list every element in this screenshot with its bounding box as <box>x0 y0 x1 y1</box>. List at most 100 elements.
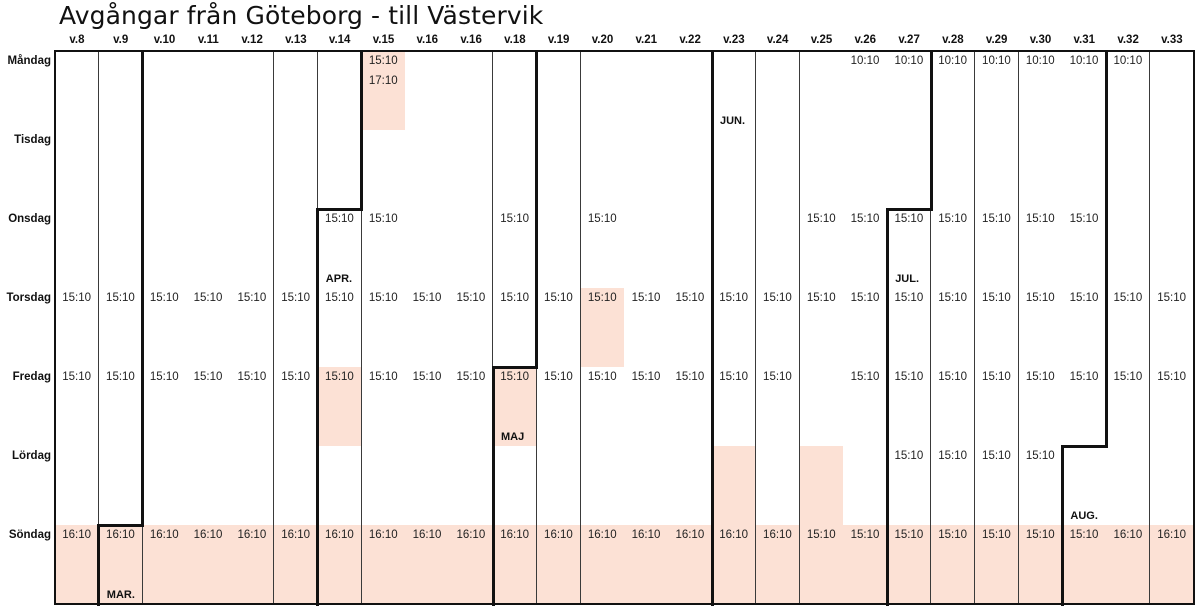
departure-time: 15:10 <box>894 450 924 462</box>
departure-time: 15:10 <box>850 292 880 304</box>
timetable-cell <box>98 130 144 210</box>
departure-time: 16:10 <box>62 529 92 541</box>
departure-time: 15:10 <box>368 213 398 225</box>
departure-time: 15:10 <box>500 292 530 304</box>
day-label: Onsdag <box>8 213 51 225</box>
timetable-cell <box>712 209 757 289</box>
timetable-cell <box>142 209 187 289</box>
departure-time: 15:10 <box>675 371 705 383</box>
week-header: v.21 <box>635 34 658 46</box>
departure-time: 15:10 <box>806 529 836 541</box>
timetable-cell <box>493 446 538 526</box>
timetable-cell: 16:10 <box>55 525 100 605</box>
timetable-cell: 15:10 <box>536 288 582 368</box>
departure-time: 15:10 <box>938 450 968 462</box>
timetable-cell: 15:10 <box>405 367 450 447</box>
departure-time: 15:10 <box>894 529 924 541</box>
timetable-cell: 15:10 <box>230 367 275 447</box>
timetable-cell <box>317 446 363 526</box>
timetable-cell <box>142 51 187 131</box>
departure-time: 16:10 <box>456 529 486 541</box>
timetable-cell: 15:10 <box>931 525 976 605</box>
timetable-cell: JUN. <box>712 51 757 131</box>
timetable-cell <box>580 446 625 526</box>
timetable-cell <box>931 130 976 210</box>
timetable-cell <box>98 446 144 526</box>
timetable-cell: 16:10 <box>186 525 231 605</box>
week-header: v.27 <box>898 34 920 46</box>
timetable-cell: 15:10 <box>186 367 231 447</box>
timetable-cell: 15:10 <box>974 367 1020 447</box>
month-label: JUN. <box>720 114 746 127</box>
timetable-cell <box>98 51 144 131</box>
timetable-cell: 15:10 <box>317 367 363 447</box>
week-header: v.20 <box>591 34 614 46</box>
timetable-cell <box>405 130 450 210</box>
timetable-cell <box>361 446 406 526</box>
timetable-cell <box>55 51 100 131</box>
timetable-cell: 15:10 <box>405 288 450 368</box>
timetable-cell <box>843 446 888 526</box>
timetable-cell: 16:10 <box>536 525 582 605</box>
departure-time: 15:10 <box>106 371 135 383</box>
timetable-cell <box>1018 130 1063 210</box>
timetable-cell: 10:10 <box>1106 51 1151 131</box>
timetable-cell: 15:10 <box>1062 209 1107 289</box>
timetable-cell <box>55 446 100 526</box>
timetable-cell: 15:10 <box>1150 367 1195 447</box>
timetable-cell: 15:10 <box>1150 288 1195 368</box>
week-header: v.26 <box>854 34 877 46</box>
timetable-cell: 15:10 <box>974 525 1020 605</box>
departure-time: 16:10 <box>675 529 705 541</box>
departure-time: 15:10 <box>1069 292 1099 304</box>
month-label: MAR. <box>106 588 135 601</box>
timetable-cell: 15:10 <box>974 209 1020 289</box>
timetable-cell: 15:10 <box>580 367 625 447</box>
week-header: v.8 <box>69 34 85 46</box>
timetable-cell: 15:10 <box>931 209 976 289</box>
timetable-cell: 15:10 <box>1106 288 1151 368</box>
departure-time: 15:10 <box>325 213 354 225</box>
timetable-cell <box>712 446 757 526</box>
departure-time: 15:10 <box>1157 292 1187 304</box>
timetable-cell <box>186 51 231 131</box>
departure-time: 15:10 <box>1025 450 1055 462</box>
timetable-cell: 15:10 <box>1062 288 1107 368</box>
departure-time: 16:10 <box>500 529 530 541</box>
timetable-cell <box>1150 130 1195 210</box>
timetable-cell: 15:10 MAJ <box>493 367 538 447</box>
timetable-cell: 15:10 <box>887 367 932 447</box>
timetable-cell: 15:10 <box>361 367 406 447</box>
timetable-cell <box>405 51 450 131</box>
week-header: v.16 <box>460 34 482 46</box>
timetable-cell: 15:10 <box>799 209 844 289</box>
timetable-cell: 16:10 <box>624 525 669 605</box>
departure-time: 16:10 <box>587 529 617 541</box>
timetable-cell: 15:10 <box>493 288 538 368</box>
departure-time: 15:10 <box>500 213 530 225</box>
timetable-cell <box>142 446 187 526</box>
timetable-cell <box>274 209 319 289</box>
timetable-cell: 15:10 <box>843 367 888 447</box>
timetable-cell: 15:10 <box>274 367 319 447</box>
departure-time: 10:10 <box>850 55 880 67</box>
timetable-cell <box>449 51 494 131</box>
week-header: v.24 <box>766 34 789 46</box>
timetable-cell: 16:10 <box>580 525 625 605</box>
timetable-cell: 16:10 <box>405 525 450 605</box>
week-header: v.18 <box>504 34 526 46</box>
timetable-cell: 15:10 <box>799 288 844 368</box>
departure-time: 15:10 <box>894 213 924 225</box>
departure-time: 15:10 <box>850 529 880 541</box>
week-header: v.16 <box>416 34 439 46</box>
timetable-cell: 16:10 <box>274 525 319 605</box>
departure-time: 16:10 <box>193 529 223 541</box>
day-label: Måndag <box>7 55 51 67</box>
departure-time: 15:10 <box>938 371 968 383</box>
timetable-cell: 15:10 <box>624 367 669 447</box>
departure-time: 15:10 <box>631 292 661 304</box>
departure-time: 15:10 <box>544 371 573 383</box>
timetable-cell <box>405 446 450 526</box>
departure-time: 16:10 <box>544 529 573 541</box>
timetable-cell: 15:10 <box>887 446 932 526</box>
